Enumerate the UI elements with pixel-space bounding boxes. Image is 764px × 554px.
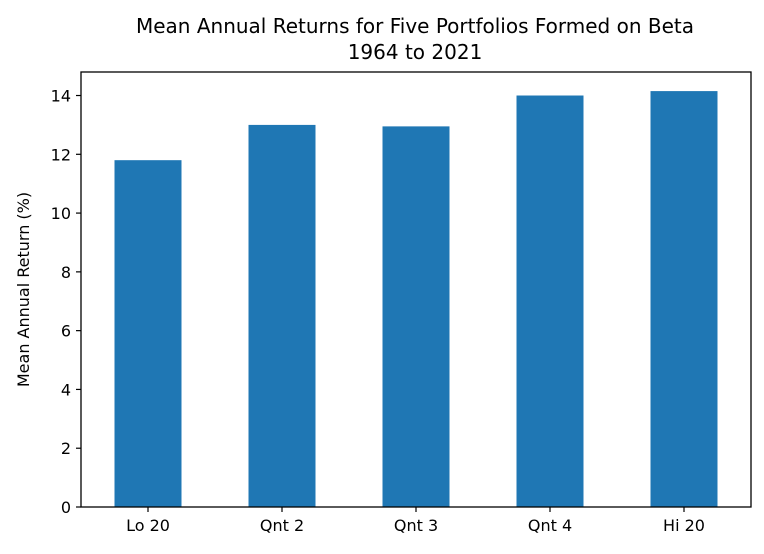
y-axis-label: Mean Annual Return (%): [14, 192, 33, 387]
bar-qnt-2: [248, 124, 316, 507]
bar-hi-20: [650, 91, 718, 507]
bar-lo-20: [114, 160, 182, 507]
x-tick-label: Qnt 4: [528, 516, 572, 535]
x-tick-label: Qnt 3: [394, 516, 438, 535]
chart-title: Mean Annual Returns for Five Portfolios …: [136, 14, 694, 38]
plot-frame: [80, 71, 752, 508]
x-tick-label: Hi 20: [663, 516, 705, 535]
y-tick-label: 14: [51, 87, 71, 106]
y-tick-label: 2: [61, 439, 71, 458]
y-axis-ticks: 0 2 4 6 8 10 12 14: [51, 87, 81, 517]
y-tick-label: 8: [61, 263, 71, 282]
x-tick-label: Qnt 2: [260, 516, 304, 535]
x-tick-label: Lo 20: [126, 516, 170, 535]
y-tick-label: 10: [51, 204, 71, 223]
chart-subtitle: 1964 to 2021: [348, 40, 483, 64]
bar-qnt-4: [516, 95, 584, 507]
y-tick-label: 0: [61, 498, 71, 517]
bars-group: [114, 91, 718, 507]
x-axis-ticks: Lo 20 Qnt 2 Qnt 3 Qnt 4 Hi 20: [126, 507, 705, 535]
bar-qnt-3: [382, 126, 450, 507]
y-tick-label: 6: [61, 322, 71, 341]
y-tick-label: 12: [51, 145, 71, 164]
y-tick-label: 4: [61, 380, 71, 399]
